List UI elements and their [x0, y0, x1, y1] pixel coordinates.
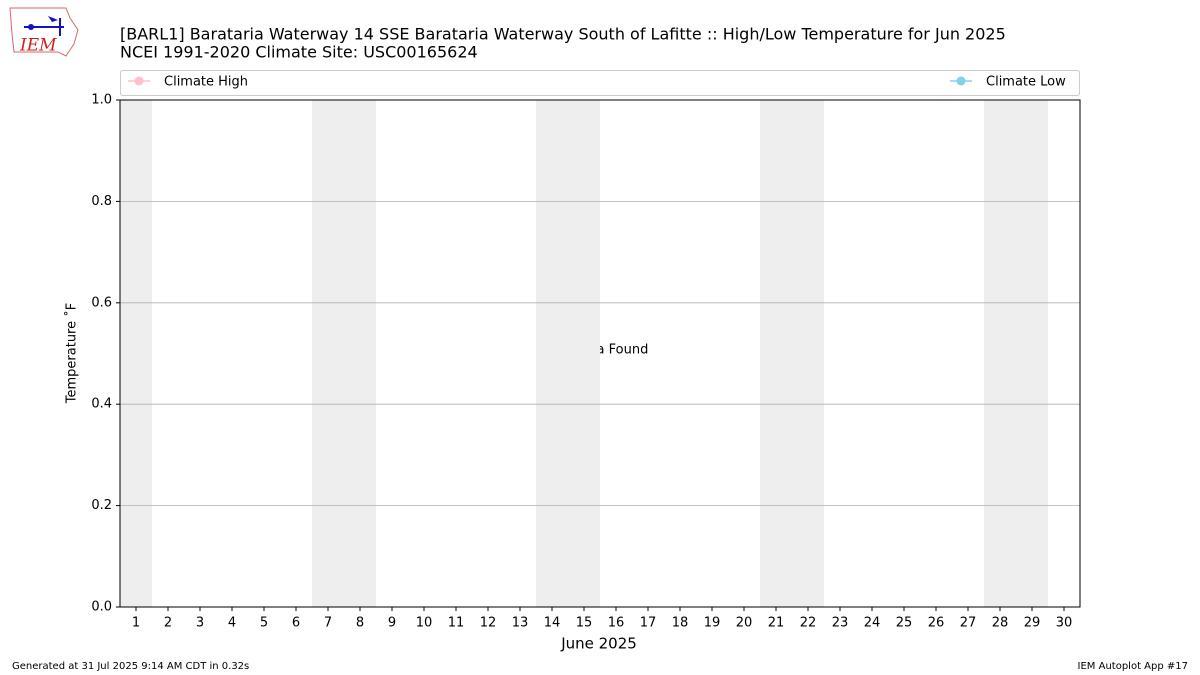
weekend-band	[312, 100, 376, 607]
x-tick-label: 26	[928, 616, 945, 631]
x-tick-label: 25	[896, 616, 913, 631]
y-tick-label: 1.0	[91, 93, 112, 108]
x-tick-label: 10	[416, 616, 433, 631]
footer-left: Generated at 31 Jul 2025 9:14 AM CDT in …	[12, 661, 249, 672]
legend-label: Climate Low	[986, 75, 1066, 90]
x-tick-label: 30	[1056, 616, 1073, 631]
x-tick-label: 28	[992, 616, 1009, 631]
plot-frame	[119, 99, 1081, 608]
x-tick-label: 29	[1024, 616, 1041, 631]
x-tick-label: 6	[292, 616, 300, 631]
x-tick-label: 27	[960, 616, 977, 631]
x-tick-label: 18	[672, 616, 689, 631]
logo: IEM	[9, 7, 79, 57]
y-tick-label: 0.0	[91, 600, 112, 615]
weekend-band	[984, 100, 1048, 607]
x-tick-label: 12	[480, 616, 497, 631]
x-tick-label: 8	[356, 616, 364, 631]
x-tick-label: 13	[512, 616, 529, 631]
x-tick-label: 4	[228, 616, 236, 631]
logo-text: IEM	[19, 36, 57, 56]
x-tick-label: 3	[196, 616, 204, 631]
x-tick-label: 9	[388, 616, 396, 631]
x-tick-label: 19	[704, 616, 721, 631]
x-tick-label: 20	[736, 616, 753, 631]
x-tick-label: 17	[640, 616, 657, 631]
weekend-band	[536, 100, 600, 607]
x-tick-label: 23	[832, 616, 849, 631]
legend-marker	[956, 76, 966, 86]
x-tick-label: 1	[132, 616, 140, 631]
weekend-band	[120, 100, 152, 607]
x-tick-label: 2	[164, 616, 172, 631]
x-tick-label: 15	[576, 616, 593, 631]
x-axis-label: June 2025	[560, 635, 637, 653]
y-tick-label: 0.2	[91, 498, 112, 513]
legend-marker	[134, 76, 144, 86]
y-tick-label: 0.6	[91, 295, 112, 310]
y-tick-label: 0.8	[91, 194, 112, 209]
x-tick-label: 7	[324, 616, 332, 631]
chart-subtitle: NCEI 1991-2020 Climate Site: USC00165624	[120, 43, 478, 62]
legend-item: Climate High	[128, 75, 248, 90]
chart-title: [BARL1] Barataria Waterway 14 SSE Barata…	[120, 25, 1006, 44]
legend-label: Climate High	[164, 75, 248, 90]
legend	[120, 70, 1080, 96]
x-tick-label: 22	[800, 616, 817, 631]
x-tick-label: 21	[768, 616, 785, 631]
y-tick-label: 0.4	[91, 397, 112, 412]
x-tick-label: 14	[544, 616, 561, 631]
x-tick-label: 5	[260, 616, 268, 631]
x-tick-label: 11	[448, 616, 465, 631]
x-tick-label: 24	[864, 616, 881, 631]
weekend-band	[760, 100, 824, 607]
x-tick-label: 16	[608, 616, 625, 631]
y-axis-label: Temperature ˚F	[64, 303, 80, 404]
footer-right: IEM Autoplot App #17	[1078, 661, 1188, 672]
legend-item: Climate Low	[950, 75, 1066, 90]
